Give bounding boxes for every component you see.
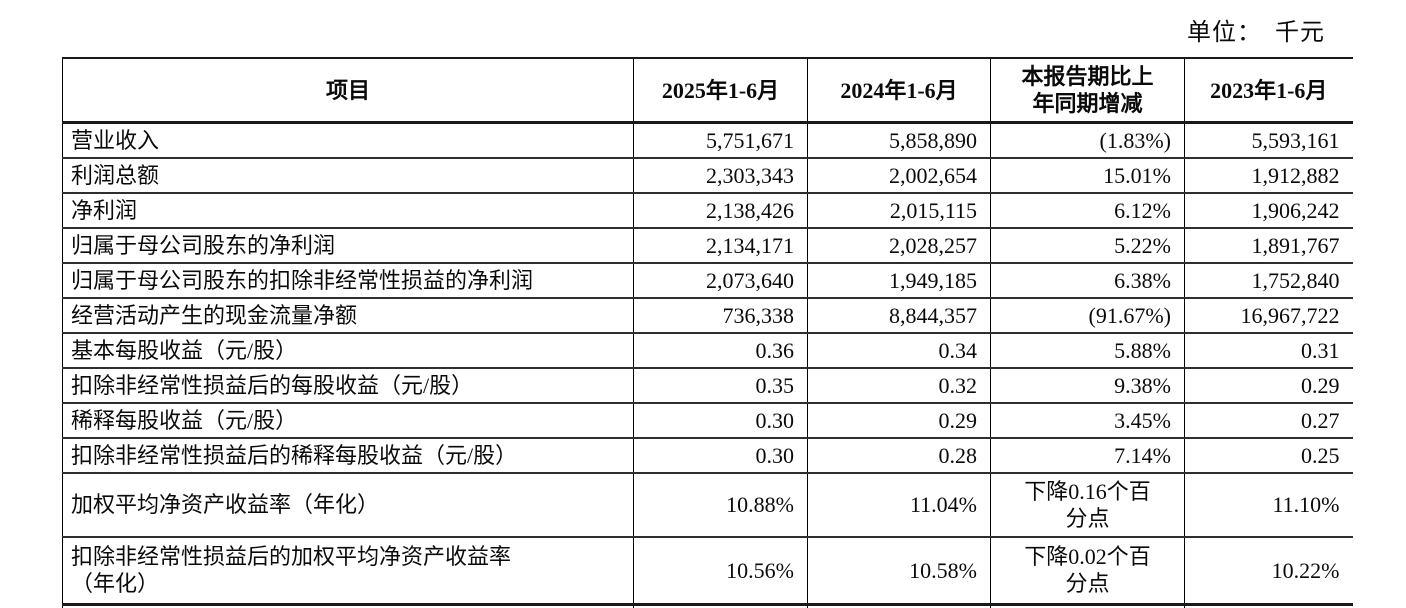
cell-2024: 1,949,185 (807, 262, 991, 299)
cell-2025: 0.35 (633, 367, 808, 404)
header-cell-2024: 2024年1-6月 (807, 57, 991, 124)
table-row-total-profit: 利润总额 2,303,343 2,002,654 15.01% 1,912,88… (62, 157, 1353, 194)
cell-2025: 2,138,426 (633, 192, 808, 229)
table-row-diluted-eps: 稀释每股收益（元/股） 0.30 0.29 3.45% 0.27 (62, 402, 1353, 439)
header-cell-2025: 2025年1-6月 (633, 57, 808, 124)
cell-change: 下降0.16个百 分点 (990, 472, 1185, 538)
cell-2024: 0.29 (807, 402, 991, 439)
table-row-weighted-roe: 加权平均净资产收益率（年化） 10.88% 11.04% 下降0.16个百 分点… (62, 472, 1353, 538)
cell-2024: 2,002,654 (807, 157, 991, 194)
cell-2025: 0.36 (633, 332, 808, 369)
cell-change: 6.12% (990, 192, 1185, 229)
cell-2025: 10.56% (633, 536, 808, 606)
table-row-deducted-eps: 扣除非经常性损益后的每股收益（元/股） 0.35 0.32 9.38% 0.29 (62, 367, 1353, 404)
cell-label: 扣除非经常性损益后的加权平均净资产收益率 （年化） (62, 536, 634, 606)
cell-2024: 2,015,115 (807, 192, 991, 229)
cell-2025: 0.30 (633, 437, 808, 474)
cell-change: 7.14% (990, 437, 1185, 474)
table-row-cutoff-stub (62, 604, 1353, 608)
cell-2024: 0.32 (807, 367, 991, 404)
cell-change: (1.83%) (990, 122, 1185, 159)
financial-summary-table: 项目 2025年1-6月 2024年1-6月 本报告期比上 年同期增减 2023… (62, 57, 1353, 608)
unit-label: 单位： 千元 (1187, 20, 1325, 46)
cell-2025: 2,073,640 (633, 262, 808, 299)
cell-2023: 1,906,242 (1184, 192, 1353, 229)
table-row-deducted-diluted-eps: 扣除非经常性损益后的稀释每股收益（元/股） 0.30 0.28 7.14% 0.… (62, 437, 1353, 474)
cell-change: (91.67%) (990, 297, 1185, 334)
header-cell-item: 项目 (62, 57, 634, 124)
cell-2024: 0.34 (807, 332, 991, 369)
cell-2024: 0.28 (807, 437, 991, 474)
cell-label: 扣除非经常性损益后的每股收益（元/股） (62, 367, 634, 404)
table-row-net-profit: 净利润 2,138,426 2,015,115 6.12% 1,906,242 (62, 192, 1353, 229)
cell-2025: 736,338 (633, 297, 808, 334)
cell-label: 扣除非经常性损益后的稀释每股收益（元/股） (62, 437, 634, 474)
cell-label: 经营活动产生的现金流量净额 (62, 297, 634, 334)
table-row-net-profit-deducted: 归属于母公司股东的扣除非经常性损益的净利润 2,073,640 1,949,18… (62, 262, 1353, 299)
cell-2023: 1,912,882 (1184, 157, 1353, 194)
cell-2025: 2,303,343 (633, 157, 808, 194)
table-row-operating-cash-flow: 经营活动产生的现金流量净额 736,338 8,844,357 (91.67%)… (62, 297, 1353, 334)
cell-2025: 2,134,171 (633, 227, 808, 264)
cell-label: 归属于母公司股东的扣除非经常性损益的净利润 (62, 262, 634, 299)
cell-2023: 5,593,161 (1184, 122, 1353, 159)
cell-2023: 0.25 (1184, 437, 1353, 474)
cell-2023: 11.10% (1184, 472, 1353, 538)
cell-2023: 0.31 (1184, 332, 1353, 369)
cell-2024: 8,844,357 (807, 297, 991, 334)
header-cell-2023: 2023年1-6月 (1184, 57, 1353, 124)
cell-change: 5.88% (990, 332, 1185, 369)
table-row-operating-revenue: 营业收入 5,751,671 5,858,890 (1.83%) 5,593,1… (62, 122, 1353, 159)
cell-label: 基本每股收益（元/股） (62, 332, 634, 369)
cell-change: 9.38% (990, 367, 1185, 404)
cell-2025: 5,751,671 (633, 122, 808, 159)
cell-2024: 5,858,890 (807, 122, 991, 159)
cell-label: 稀释每股收益（元/股） (62, 402, 634, 439)
cell-2023: 16,967,722 (1184, 297, 1353, 334)
header-cell-change: 本报告期比上 年同期增减 (990, 57, 1185, 124)
table-header-row: 项目 2025年1-6月 2024年1-6月 本报告期比上 年同期增减 2023… (62, 57, 1353, 124)
cell-change: 6.38% (990, 262, 1185, 299)
cell-2023: 0.29 (1184, 367, 1353, 404)
table-row-deducted-weighted-roe: 扣除非经常性损益后的加权平均净资产收益率 （年化） 10.56% 10.58% … (62, 536, 1353, 606)
cell-change: 5.22% (990, 227, 1185, 264)
cell-change: 下降0.02个百 分点 (990, 536, 1185, 606)
cell-2025: 10.88% (633, 472, 808, 538)
table-row-net-profit-attributable: 归属于母公司股东的净利润 2,134,171 2,028,257 5.22% 1… (62, 227, 1353, 264)
cell-2023: 1,891,767 (1184, 227, 1353, 264)
cell-label: 加权平均净资产收益率（年化） (62, 472, 634, 538)
cell-2024: 10.58% (807, 536, 991, 606)
cell-2024: 11.04% (807, 472, 991, 538)
cell-2023: 0.27 (1184, 402, 1353, 439)
cell-label: 净利润 (62, 192, 634, 229)
cell-2025: 0.30 (633, 402, 808, 439)
cell-change: 3.45% (990, 402, 1185, 439)
cell-2023: 1,752,840 (1184, 262, 1353, 299)
cell-2023: 10.22% (1184, 536, 1353, 606)
cell-label: 利润总额 (62, 157, 634, 194)
cell-change: 15.01% (990, 157, 1185, 194)
cell-label: 归属于母公司股东的净利润 (62, 227, 634, 264)
table-row-basic-eps: 基本每股收益（元/股） 0.36 0.34 5.88% 0.31 (62, 332, 1353, 369)
cell-label: 营业收入 (62, 122, 634, 159)
cell-2024: 2,028,257 (807, 227, 991, 264)
